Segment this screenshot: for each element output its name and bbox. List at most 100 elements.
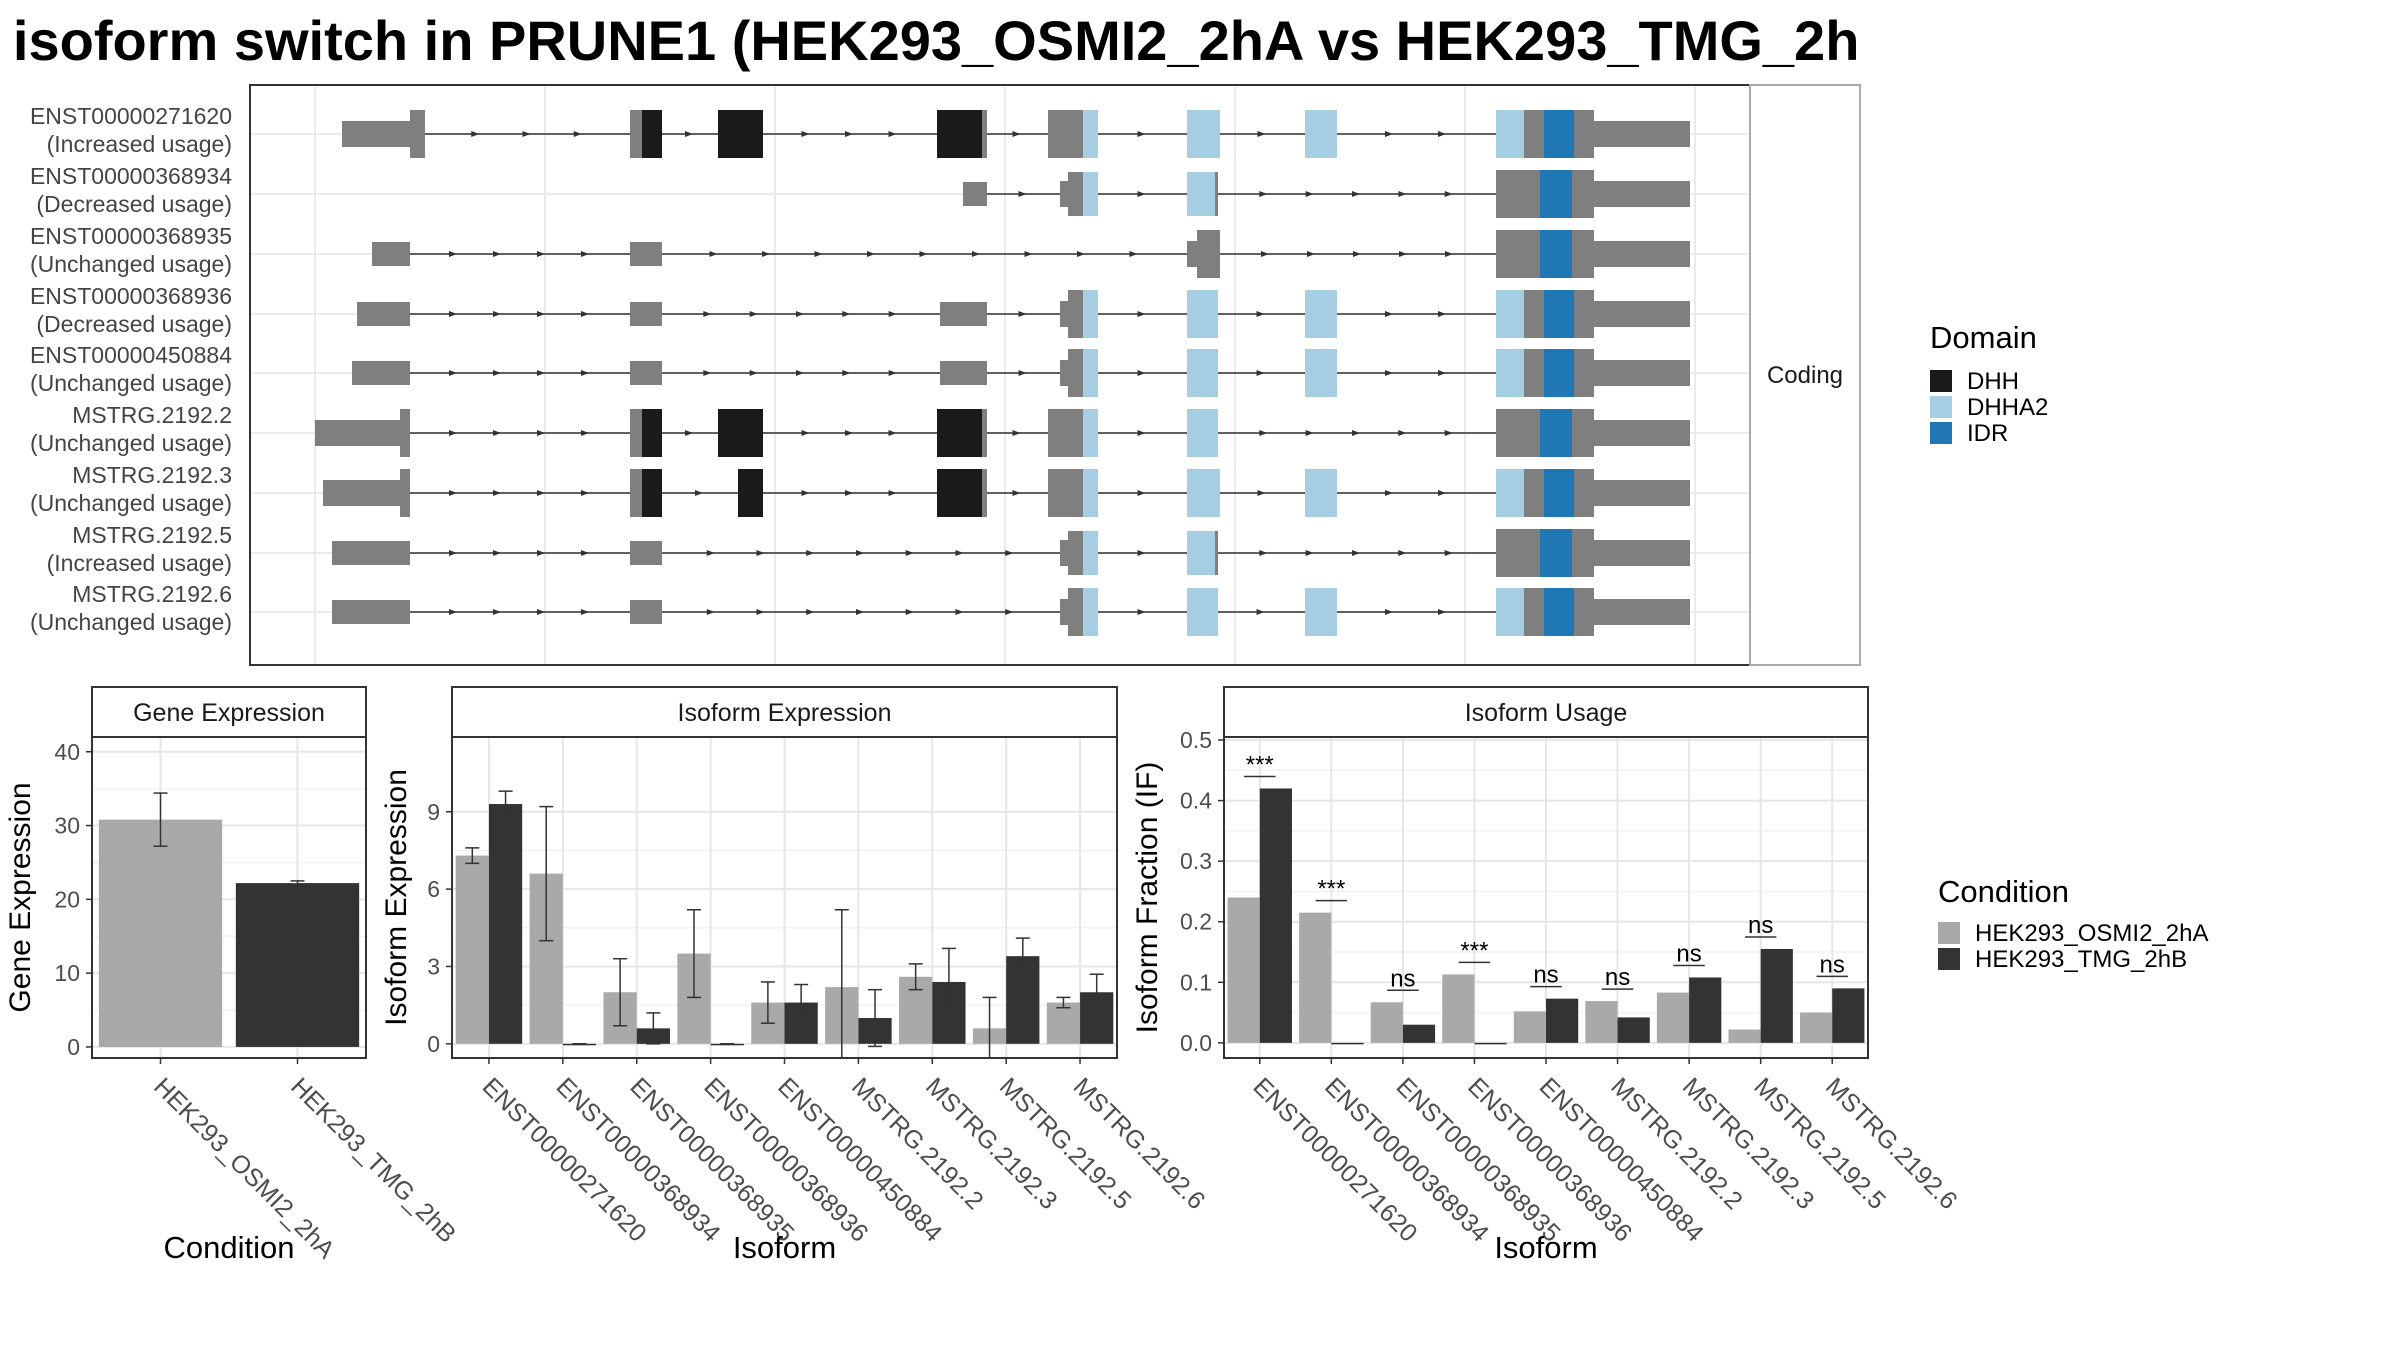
strand-arrow bbox=[806, 609, 815, 615]
x-tick-label: MSTRG.2192.3 bbox=[1677, 1072, 1820, 1215]
strand-arrow bbox=[581, 251, 589, 257]
strand-arrow bbox=[888, 131, 897, 137]
strand-arrow bbox=[756, 609, 765, 615]
strand-arrow bbox=[581, 370, 589, 376]
exon-block bbox=[1083, 172, 1098, 216]
strand-arrow bbox=[1256, 370, 1265, 376]
significance-label: ns bbox=[1390, 965, 1415, 992]
isoform-label-usage: (Unchanged usage) bbox=[30, 490, 232, 516]
strand-arrow bbox=[756, 550, 765, 556]
exon-block bbox=[1060, 301, 1068, 327]
strand-arrow bbox=[581, 490, 589, 496]
x-tick-label: MSTRG.2192.6 bbox=[1820, 1072, 1963, 1215]
significance-label: *** bbox=[1460, 937, 1488, 964]
bar bbox=[1585, 1001, 1618, 1043]
bar bbox=[1760, 948, 1793, 1043]
isoform-expression-panel: Isoform ExpressionENST00000271620ENST000… bbox=[380, 686, 1211, 1265]
strand-arrow bbox=[1018, 191, 1027, 197]
exon-block bbox=[332, 541, 410, 565]
bar bbox=[1728, 1029, 1761, 1043]
strand-arrow bbox=[449, 490, 457, 496]
condition-legend-label: HEK293_TMG_2hB bbox=[1975, 946, 2187, 973]
exon-block bbox=[738, 469, 763, 517]
y-tick-label: 0.1 bbox=[1180, 969, 1212, 995]
exon-block bbox=[1305, 110, 1337, 158]
strand-arrow bbox=[1256, 609, 1265, 615]
isoform-label-id: MSTRG.2192.3 bbox=[72, 462, 232, 488]
exon-block bbox=[1594, 480, 1690, 506]
exon-block bbox=[1524, 469, 1544, 517]
exon-block bbox=[1544, 469, 1574, 517]
exon-block bbox=[1083, 110, 1098, 158]
strand-arrow bbox=[581, 550, 589, 556]
exon-block bbox=[1572, 230, 1594, 278]
strand-arrow bbox=[581, 311, 589, 317]
strand-arrow bbox=[1137, 550, 1146, 556]
strand-arrow bbox=[449, 609, 457, 615]
exon-block bbox=[630, 600, 662, 624]
strand-arrow bbox=[1444, 430, 1453, 436]
strand-arrow bbox=[685, 430, 693, 436]
strand-arrow bbox=[845, 131, 853, 137]
exon-block bbox=[1083, 531, 1098, 575]
significance-label: ns bbox=[1676, 940, 1701, 967]
strand-arrow bbox=[1018, 370, 1027, 376]
facet-label: Isoform Expression bbox=[678, 699, 892, 727]
exon-block bbox=[1540, 409, 1572, 457]
condition-legend-label: HEK293_OSMI2_2hA bbox=[1975, 920, 2208, 947]
strand-arrow bbox=[703, 370, 712, 376]
strand-arrow bbox=[1444, 550, 1453, 556]
strand-arrow bbox=[749, 311, 758, 317]
plot-border bbox=[91, 736, 367, 1059]
strand-arrow bbox=[695, 490, 703, 496]
exon-block bbox=[1496, 230, 1540, 278]
exon-block bbox=[1544, 290, 1574, 338]
exon-block bbox=[1496, 588, 1524, 636]
strand-arrow bbox=[955, 550, 964, 556]
facet-label: Isoform Usage bbox=[1465, 699, 1628, 727]
exon-block bbox=[1060, 540, 1068, 566]
strand-arrow bbox=[796, 311, 804, 317]
strand-arrow bbox=[1137, 131, 1146, 137]
exon-block bbox=[1594, 301, 1690, 327]
bar bbox=[1513, 1011, 1546, 1043]
exon-block bbox=[1496, 409, 1540, 457]
strand-arrow bbox=[801, 131, 810, 137]
x-tick-label: MSTRG.2192.6 bbox=[1068, 1072, 1211, 1215]
exon-block bbox=[982, 110, 987, 158]
exon-block bbox=[1068, 531, 1083, 575]
exon-block bbox=[937, 469, 982, 517]
strand-arrow bbox=[581, 430, 589, 436]
isoform-row bbox=[963, 170, 1690, 218]
strand-arrow bbox=[1259, 191, 1268, 197]
strand-arrow bbox=[888, 311, 897, 317]
y-tick-label: 0.2 bbox=[1180, 909, 1212, 935]
domain-legend-key bbox=[1930, 422, 1952, 444]
strand-arrow bbox=[1385, 490, 1393, 496]
isoform-label-id: ENST00000271620 bbox=[30, 103, 232, 129]
strand-arrow bbox=[1012, 490, 1021, 496]
isoform-label-id: ENST00000368935 bbox=[30, 223, 232, 249]
y-tick-label: 6 bbox=[427, 876, 440, 902]
exon-block bbox=[357, 302, 410, 326]
strand-arrow bbox=[1005, 550, 1014, 556]
plot-border bbox=[1223, 736, 1869, 1059]
exon-block bbox=[1305, 469, 1337, 517]
exon-block bbox=[1594, 181, 1690, 207]
bar bbox=[1546, 998, 1579, 1043]
strand-arrow bbox=[522, 131, 531, 137]
strand-arrow bbox=[1259, 550, 1268, 556]
condition-legend-key bbox=[1938, 922, 1960, 944]
exon-block bbox=[1496, 290, 1524, 338]
strand-arrow bbox=[845, 490, 853, 496]
domain-legend-label: DHHA2 bbox=[1967, 394, 2048, 421]
y-tick-label: 30 bbox=[54, 813, 80, 839]
strand-arrow bbox=[919, 251, 928, 257]
isoform-row bbox=[352, 349, 1690, 397]
facet-label: Gene Expression bbox=[133, 699, 325, 727]
isoform-row bbox=[357, 290, 1690, 338]
bar bbox=[1402, 1024, 1436, 1043]
strand-arrow bbox=[493, 311, 501, 317]
exon-block bbox=[352, 361, 410, 385]
